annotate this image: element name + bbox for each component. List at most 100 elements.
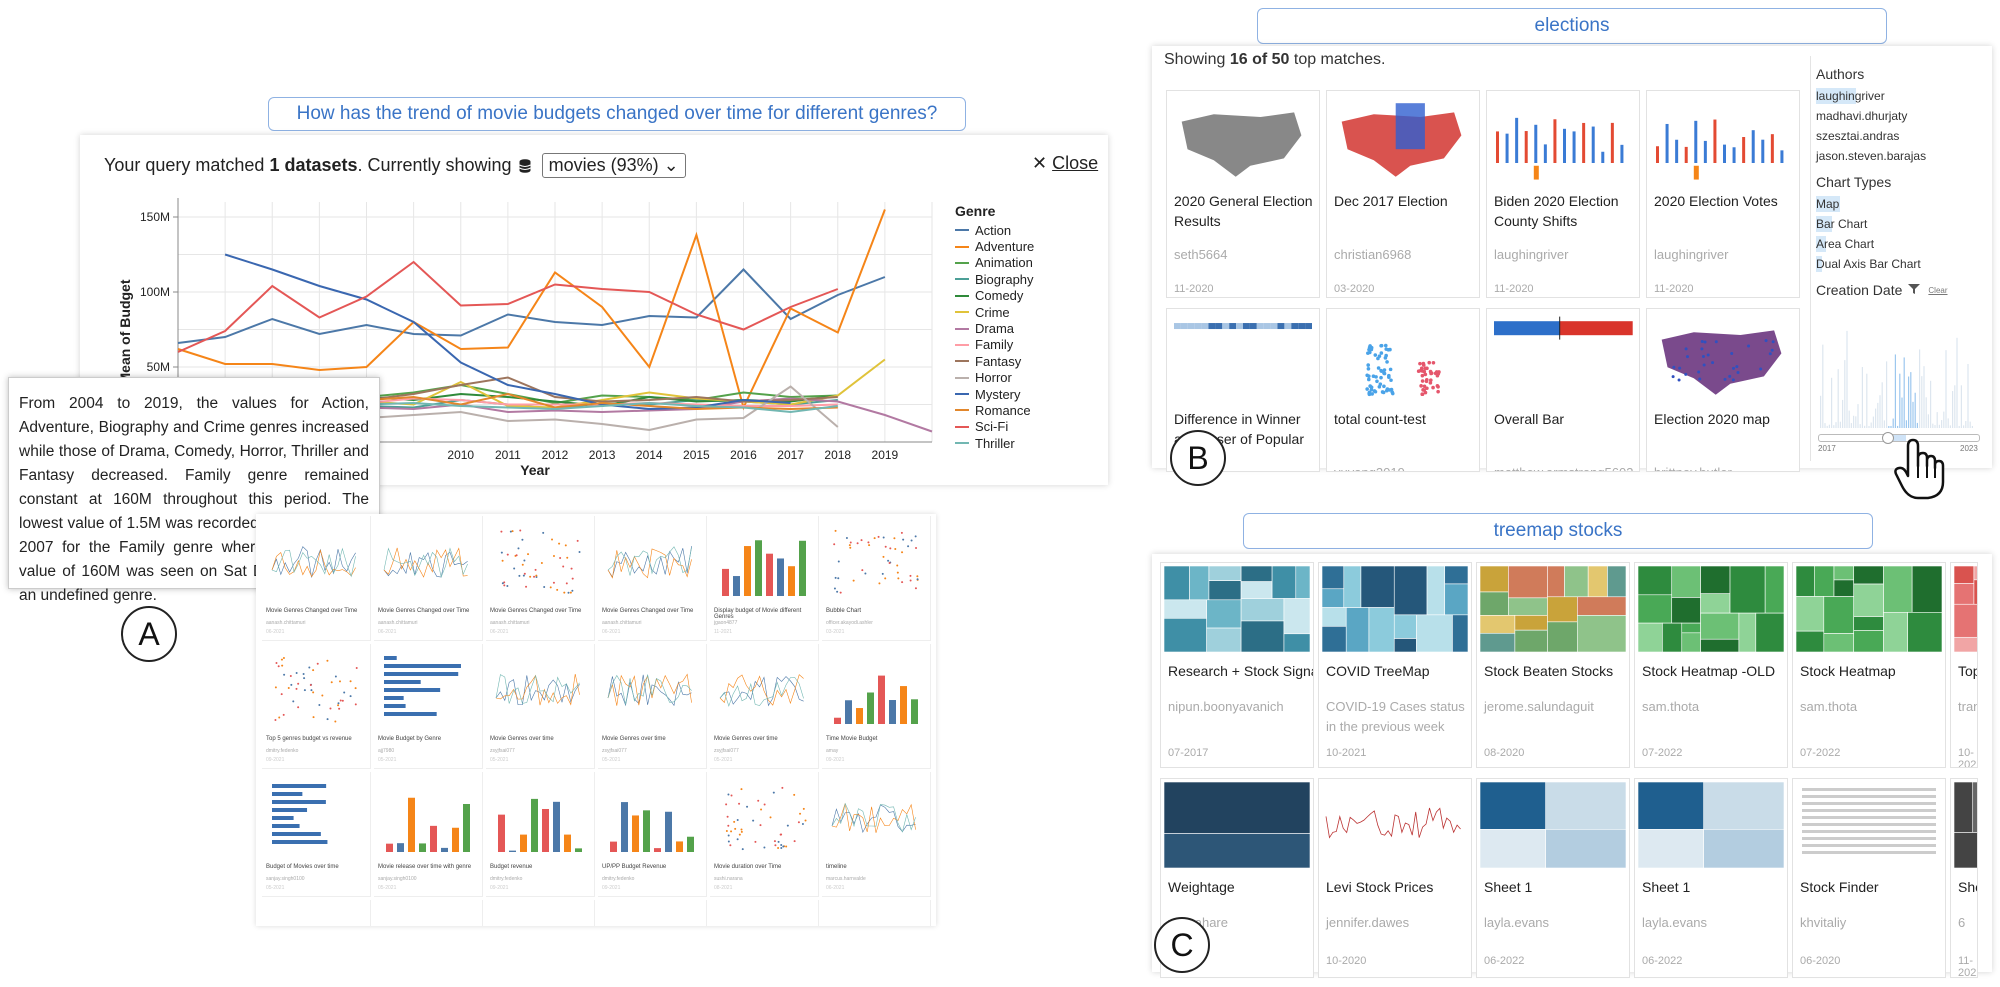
legend-label: Romance <box>975 402 1031 418</box>
related-chart-card[interactable] <box>486 900 595 926</box>
legend-item[interactable]: Action <box>955 222 1034 238</box>
author-facet-item[interactable]: laughingriver <box>1816 86 1982 106</box>
legend-item[interactable]: Comedy <box>955 288 1034 304</box>
legend-item[interactable]: Adventure <box>955 238 1034 254</box>
clear-filter-link[interactable]: Clear <box>1928 285 1948 295</box>
related-chart-card[interactable]: timeline marcus.harnvalde 06-2021 <box>822 772 931 897</box>
legend-item[interactable]: Sci-Fi <box>955 419 1034 435</box>
search-result-card[interactable]: Levi Stock Prices jennifer.dawes 10-2020 <box>1318 778 1472 978</box>
query-pill-b[interactable]: elections <box>1257 8 1887 44</box>
related-chart-card[interactable] <box>598 900 707 926</box>
related-chart-card[interactable]: Budget revenue dmitry.fedenko 09-2021 <box>486 772 595 897</box>
related-chart-card[interactable]: Movie Genres over time zsyjfsai077 05-2021 <box>598 644 707 769</box>
search-result-card[interactable]: Stock Heatmap -OLD sam.thota 07-2022 <box>1634 562 1788 768</box>
related-chart-card[interactable]: Budget of Movies over time sanjay.singh01… <box>262 772 371 897</box>
histogram-bar <box>1881 382 1883 428</box>
facet-label: jason.steven.barajas <box>1816 149 1927 163</box>
histogram-bar <box>1872 416 1874 428</box>
related-charts-grid: Movie Genres Changed over Time aanash.chi… <box>256 514 936 926</box>
card-author: tran.m <box>1958 699 1977 714</box>
histogram-bar <box>1963 425 1965 428</box>
card-author: amay <box>826 748 839 754</box>
query-pill-a[interactable]: How has the trend of movie budgets chang… <box>268 97 966 131</box>
related-chart-card[interactable]: Movie duration over Time sushi.narana 08-2… <box>710 772 819 897</box>
card-title: Movie Genres Changed over Time <box>266 608 358 614</box>
slider-handle[interactable] <box>1882 432 1894 444</box>
search-result-card[interactable]: Election 2020 map brittney.butler <box>1646 308 1800 472</box>
related-chart-card[interactable]: Bubble Chart officer.akayodi.ashler 03-202… <box>822 516 931 641</box>
related-chart-card[interactable]: Time Movie Budget amay 09-2021 <box>822 644 931 769</box>
card-title: Stock Finder <box>1800 879 1879 895</box>
thumbnail-image <box>1638 566 1784 652</box>
search-result-card[interactable]: Biden 2020 Election County Shifts laughin… <box>1486 90 1640 298</box>
search-result-card[interactable]: Stock Finder khvitaliy 06-2020 <box>1792 778 1946 978</box>
author-facet-item[interactable]: szesztai.andras <box>1816 126 1982 146</box>
related-chart-card[interactable] <box>262 900 371 926</box>
search-result-card[interactable]: Dec 2017 Election christian6968 03-2020 <box>1326 90 1480 298</box>
legend-swatch <box>955 229 969 232</box>
search-result-card[interactable]: Sheet 1 layla.evans 06-2022 <box>1476 778 1630 978</box>
chart-type-facet-item[interactable]: Map <box>1816 194 1982 214</box>
legend-item[interactable]: Biography <box>955 271 1034 287</box>
histogram-bar <box>1921 376 1923 428</box>
legend-item[interactable]: Drama <box>955 320 1034 336</box>
related-chart-card[interactable]: Movie Genres Changed over Time aanash.chi… <box>598 516 707 641</box>
card-title: Top st <box>1958 663 1977 679</box>
card-author: COVID-19 Cases status in the previous we… <box>1326 699 1465 734</box>
related-chart-card[interactable] <box>374 900 483 926</box>
related-chart-card[interactable] <box>710 900 819 926</box>
search-result-card[interactable]: Sheet 1 layla.evans 06-2022 <box>1634 778 1788 978</box>
series-line-action <box>177 268 886 344</box>
related-chart-card[interactable]: Display budget of Movie different Genres… <box>710 516 819 641</box>
legend-label: Comedy <box>975 288 1024 304</box>
search-result-card[interactable]: Stock Beaten Stocks jerome.salundaguit 08-… <box>1476 562 1630 768</box>
thumbnail-image <box>610 802 694 852</box>
legend-label: Fantasy <box>975 353 1022 369</box>
thumbnail-image <box>1365 343 1441 397</box>
close-button[interactable]: ✕ Close <box>1032 153 1099 173</box>
range-start-label: 2017 <box>1818 444 1836 453</box>
query-text-c: treemap stocks <box>1493 520 1623 541</box>
related-chart-card[interactable]: Movie Genres Changed over Time aanash.chi… <box>486 516 595 641</box>
related-chart-card[interactable]: Movie Budget by Genre ajj7980 05-2021 <box>374 644 483 769</box>
search-result-card[interactable]: total count-test yuyang2019 <box>1326 308 1480 472</box>
legend-item[interactable]: Thriller <box>955 435 1034 451</box>
author-facet-item[interactable]: madhavi.dhurjaty <box>1816 106 1982 126</box>
search-result-card[interactable]: Sheet 3 6 11-2022 <box>1950 778 1978 978</box>
legend-item[interactable]: Animation <box>955 255 1034 271</box>
histogram-bar <box>1859 424 1861 428</box>
legend-item[interactable]: Family <box>955 337 1034 353</box>
legend-item[interactable]: Mystery <box>955 386 1034 402</box>
search-result-card[interactable]: 2020 General Election Results seth5664 11-… <box>1166 90 1320 298</box>
search-result-card[interactable]: Overall Bar matthew.armstrong5603 <box>1486 308 1640 472</box>
chart-type-facet-item[interactable]: Dual Axis Bar Chart <box>1816 254 1982 274</box>
search-result-card[interactable]: Research + Stock Signal nipun.boonyavanic… <box>1160 562 1314 768</box>
card-date: 09-2021 <box>266 757 285 763</box>
related-chart-card[interactable]: Movie Genres Changed over Time aanash.chi… <box>374 516 483 641</box>
legend-item[interactable]: Romance <box>955 402 1034 418</box>
x-tick-label: 2018 <box>824 448 851 462</box>
search-result-card[interactable]: Top st tran.m 10-2022 <box>1950 562 1978 768</box>
query-text-a: How has the trend of movie budgets chang… <box>296 103 938 124</box>
histogram-bar <box>1837 369 1839 428</box>
search-result-card[interactable]: Stock Heatmap sam.thota 07-2022 <box>1792 562 1946 768</box>
legend-item[interactable]: Fantasy <box>955 353 1034 369</box>
chart-type-facet-item[interactable]: Area Chart <box>1816 234 1982 254</box>
related-chart-card[interactable]: Movie release over time with genre sanjay… <box>374 772 483 897</box>
related-chart-card[interactable]: Movie Genres Changed over Time aanash.chi… <box>262 516 371 641</box>
legend-item[interactable]: Horror <box>955 370 1034 386</box>
related-chart-card[interactable]: Top 5 genres budget vs revenue dmitry.fed… <box>262 644 371 769</box>
related-chart-card[interactable]: Movie Genres over time zsyjfsai077 05-2021 <box>710 644 819 769</box>
search-result-card[interactable]: COVID TreeMap COVID-19 Cases status in th… <box>1318 562 1472 768</box>
related-chart-card[interactable]: Movie Genres over time zsyjfsai077 05-2021 <box>486 644 595 769</box>
legend-item[interactable]: Crime <box>955 304 1034 320</box>
search-result-card[interactable]: 2020 Election Votes laughingriver 11-2020 <box>1646 90 1800 298</box>
related-chart-card[interactable]: UP/PP Budget Revenue dmitry.fedenko 09-202… <box>598 772 707 897</box>
chart-type-facet-item[interactable]: Bar Chart <box>1816 214 1982 234</box>
query-pill-c[interactable]: treemap stocks <box>1243 513 1873 549</box>
related-chart-card[interactable] <box>822 900 931 926</box>
author-facet-item[interactable]: jason.steven.barajas <box>1816 146 1982 166</box>
date-range-slider[interactable]: 2017 2023 <box>1816 432 1982 456</box>
dataset-select[interactable]: movies (93%) ⌄ <box>541 153 686 178</box>
series-line-drama <box>272 397 933 433</box>
